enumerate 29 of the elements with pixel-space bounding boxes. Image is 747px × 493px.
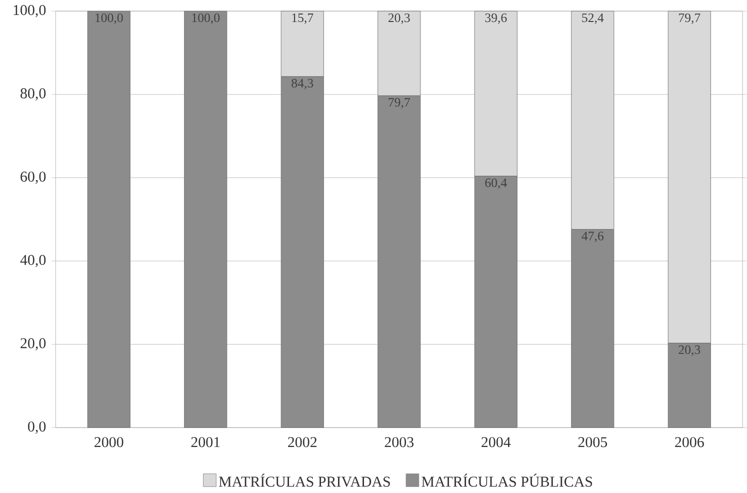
- legend-label: MATRÍCULAS PRIVADAS: [218, 474, 390, 487]
- data-label: 47,6: [582, 232, 604, 242]
- y-tick-label: 60,0: [20, 172, 46, 184]
- y-tick-label: 100,0: [14, 4, 46, 18]
- bar: [184, 10, 228, 428]
- bar: [87, 10, 130, 428]
- y-tick-label: 80,0: [20, 88, 46, 100]
- x-tick-label: 2004: [482, 437, 511, 448]
- data-label: 60,4: [485, 178, 507, 189]
- x-tick-label: 2000: [94, 437, 124, 448]
- y-tick-label: 0,0: [28, 421, 46, 434]
- data-label: 79,7: [388, 98, 410, 108]
- y-tick-label: 40,0: [20, 254, 46, 268]
- data-label: 84,3: [292, 78, 314, 90]
- data-label: 39,6: [485, 13, 507, 24]
- x-tick-label: 2003: [384, 437, 414, 448]
- x-tick-label: 2006: [675, 437, 704, 448]
- x-tick-label: 2005: [578, 437, 608, 448]
- data-label: 100,0: [96, 13, 123, 24]
- legend-label: MATRÍCULAS PÚBLICAS: [422, 474, 592, 487]
- x-tick-label: 2002: [288, 437, 317, 448]
- y-tick-label: 20,0: [20, 338, 46, 350]
- data-label: 52,4: [582, 13, 604, 24]
- data-label: 79,7: [679, 13, 700, 24]
- x-tick-label: 2001: [191, 437, 220, 448]
- data-label: 100,0: [192, 13, 220, 24]
- data-label: 20,3: [678, 345, 700, 356]
- data-label: 20,3: [388, 13, 410, 24]
- data-label: 15,7: [292, 13, 314, 24]
